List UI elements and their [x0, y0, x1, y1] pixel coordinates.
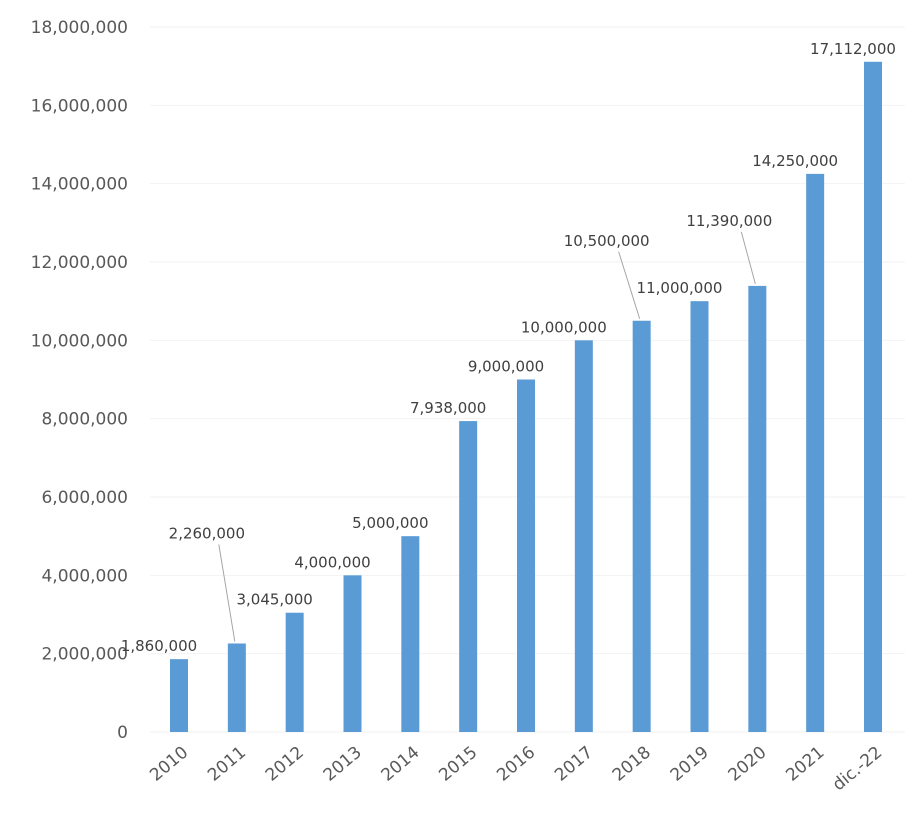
data-labels: 1,860,000 2,260,000 3,045,000 4,000,000 5,00… [121, 40, 896, 655]
leader-line [218, 544, 236, 642]
x-tick-label: 2010 [146, 743, 192, 786]
bar [343, 575, 362, 732]
bar [574, 340, 593, 732]
x-tick-label: dic.-22 [829, 743, 886, 796]
data-label: 2,260,000 [169, 524, 245, 542]
y-tick-label: 2,000,000 [41, 645, 128, 665]
bar [864, 61, 882, 732]
bar [517, 379, 535, 732]
y-tick-label: 12,000,000 [31, 253, 128, 273]
data-label: 1,860,000 [121, 637, 197, 655]
data-label: 7,938,000 [410, 399, 486, 417]
data-label: 4,000,000 [294, 553, 370, 571]
y-tick-label: 4,000,000 [41, 566, 128, 586]
y-tick-label: 16,000,000 [31, 96, 128, 116]
x-tick-label: 2021 [782, 743, 828, 786]
leader-line [740, 231, 756, 285]
x-tick-label: 2019 [667, 743, 713, 786]
bar [170, 659, 188, 732]
y-tick-label: 10,000,000 [31, 331, 128, 351]
data-label: 11,390,000 [686, 212, 772, 230]
x-axis-ticks: 2010 2011 2012 2013 2014 2015 2016 2017 2018 2019… [146, 743, 886, 796]
bar [285, 612, 304, 732]
bar [632, 320, 651, 732]
data-label: 10,000,000 [521, 318, 607, 336]
x-tick-label: 2012 [262, 743, 308, 786]
data-label: 5,000,000 [352, 514, 428, 532]
bar [227, 643, 246, 732]
x-tick-label: 2013 [320, 743, 366, 786]
y-tick-label: 14,000,000 [31, 175, 128, 195]
leader-line [618, 251, 641, 319]
bar [690, 301, 709, 732]
y-tick-label: 6,000,000 [41, 488, 128, 508]
bar [748, 285, 767, 732]
x-tick-label: 2016 [493, 743, 539, 786]
leader-lines [218, 231, 756, 642]
bar [401, 536, 420, 732]
bar [806, 173, 825, 732]
data-label: 14,250,000 [752, 152, 838, 170]
y-tick-label: 8,000,000 [41, 410, 128, 430]
y-axis-ticks: 0 2,000,000 4,000,000 6,000,000 8,000,000 10,… [31, 18, 128, 743]
bar [459, 421, 478, 732]
x-tick-label: 2014 [378, 743, 424, 786]
y-tick-label: 18,000,000 [31, 18, 128, 38]
x-tick-label: 2018 [609, 743, 655, 786]
x-tick-label: 2015 [435, 743, 481, 786]
y-tick-label: 0 [117, 723, 128, 743]
x-tick-label: 2011 [204, 743, 250, 786]
data-label: 10,500,000 [564, 232, 650, 250]
data-label: 11,000,000 [637, 279, 723, 297]
x-tick-label: 2020 [725, 743, 771, 786]
bars [170, 61, 882, 732]
x-tick-label: 2017 [551, 743, 597, 786]
data-label: 3,045,000 [236, 591, 312, 609]
data-label: 9,000,000 [468, 358, 544, 376]
data-label: 17,112,000 [810, 40, 896, 58]
